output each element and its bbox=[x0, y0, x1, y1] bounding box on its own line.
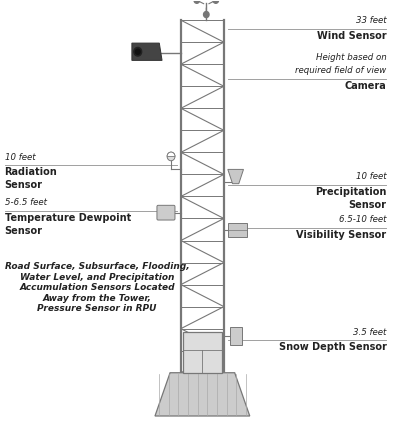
Circle shape bbox=[213, 0, 219, 3]
Polygon shape bbox=[228, 169, 244, 184]
Text: Temperature Dewpoint: Temperature Dewpoint bbox=[5, 213, 131, 223]
Wedge shape bbox=[167, 152, 175, 156]
Text: Wind Sensor: Wind Sensor bbox=[317, 31, 386, 41]
Circle shape bbox=[194, 0, 200, 3]
FancyBboxPatch shape bbox=[183, 332, 222, 373]
Text: Height based on: Height based on bbox=[316, 53, 386, 62]
Text: required field of view: required field of view bbox=[295, 66, 386, 75]
Text: 5-6.5 feet: 5-6.5 feet bbox=[5, 198, 47, 207]
Circle shape bbox=[204, 12, 209, 17]
Text: Visibility Sensor: Visibility Sensor bbox=[296, 230, 386, 240]
Text: Snow Depth Sensor: Snow Depth Sensor bbox=[279, 342, 386, 352]
Circle shape bbox=[136, 49, 140, 54]
Text: Sensor: Sensor bbox=[5, 226, 42, 236]
FancyBboxPatch shape bbox=[157, 205, 175, 220]
Circle shape bbox=[134, 47, 141, 56]
Circle shape bbox=[167, 152, 175, 161]
Text: Sensor: Sensor bbox=[349, 200, 386, 210]
Text: 10 feet: 10 feet bbox=[356, 172, 386, 181]
Text: Sensor: Sensor bbox=[5, 180, 42, 190]
Polygon shape bbox=[228, 223, 248, 237]
Text: Road Surface, Subsurface, Flooding,
Water Level, and Precipitation
Accumulation : Road Surface, Subsurface, Flooding, Wate… bbox=[5, 263, 189, 313]
Polygon shape bbox=[132, 43, 162, 60]
FancyBboxPatch shape bbox=[230, 327, 242, 345]
Text: Camera: Camera bbox=[345, 81, 386, 91]
Text: 6.5-10 feet: 6.5-10 feet bbox=[339, 215, 386, 224]
Polygon shape bbox=[155, 373, 250, 416]
Text: 3.5 feet: 3.5 feet bbox=[353, 328, 386, 337]
Text: 33 feet: 33 feet bbox=[356, 16, 386, 25]
Text: Precipitation: Precipitation bbox=[315, 187, 386, 197]
Text: Radiation: Radiation bbox=[5, 167, 57, 177]
Text: 10 feet: 10 feet bbox=[5, 153, 35, 161]
